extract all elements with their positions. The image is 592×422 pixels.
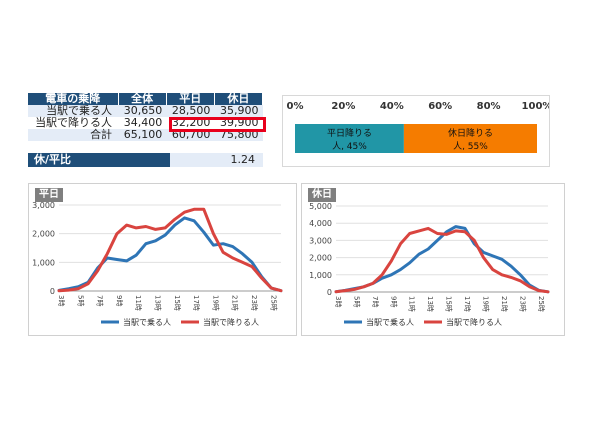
- x-tick-label: 9時: [115, 295, 123, 306]
- x-tick-label: 15時: [445, 296, 453, 312]
- x-tick-label: 3時: [334, 296, 342, 307]
- legend-label: 当駅で乗る人: [366, 317, 414, 327]
- x-tick-label: 40%: [380, 101, 404, 112]
- x-tick-label: 21時: [231, 295, 239, 311]
- row-label: 当駅で乗る人: [28, 105, 119, 117]
- x-tick-label: 13時: [154, 295, 162, 311]
- x-tick-label: 7時: [96, 295, 104, 306]
- table-header-cell: 電車の乗降: [28, 93, 119, 105]
- series-line: [334, 226, 550, 294]
- x-tick-label: 11時: [134, 295, 142, 311]
- series-line: [334, 225, 550, 294]
- bar-segment: [295, 124, 404, 153]
- x-tick-label: 19時: [211, 295, 219, 311]
- y-tick-label: 1,000: [32, 258, 55, 267]
- y-tick-label: 2,000: [32, 230, 55, 239]
- x-tick-label: 20%: [331, 101, 355, 112]
- x-tick-label: 25時: [269, 295, 277, 311]
- y-tick-label: 3,000: [32, 201, 55, 210]
- table-cell: 30,650: [118, 105, 167, 117]
- legend-label: 当駅で乗る人: [123, 317, 171, 327]
- x-tick-label: 5時: [76, 295, 84, 306]
- row-label: 合計: [28, 129, 119, 141]
- segment-label: 人, 45%: [332, 141, 367, 152]
- x-tick-label: 15時: [173, 295, 181, 311]
- weekday-line-chart: 0 1,000 2,000 3,000 3時 5時 7時 9時 11時 13時 15時 17時 19時 2…: [32, 201, 283, 327]
- table-cell: 28,500: [166, 105, 215, 117]
- x-tick-label: 19時: [481, 296, 489, 312]
- legend-label: 当駅で降りる人: [446, 317, 502, 327]
- x-tick-label: 0%: [287, 101, 304, 112]
- ratio-value: 1.24: [170, 153, 263, 167]
- weekday-chart-panel: 平日 0 1,000 2,000 3,000 3時 5時 7時 9時 11時 13時 15時 17時 1…: [28, 183, 297, 336]
- y-tick-label: 1,000: [309, 271, 332, 280]
- x-tick-label: 25時: [537, 296, 545, 312]
- bar-segment: [403, 124, 537, 153]
- x-tick-label: 11時: [408, 296, 416, 312]
- y-tick-label: 0: [50, 287, 55, 296]
- y-tick-label: 3,000: [309, 236, 332, 245]
- x-tick-label: 100%: [522, 101, 549, 112]
- x-tick-label: 5時: [352, 296, 360, 307]
- y-tick-label: 4,000: [309, 219, 332, 228]
- row-label: 当駅で降りる人: [35, 116, 113, 129]
- x-tick-label: 9時: [389, 296, 397, 307]
- table-header-row: 電車の乗降 全体 平日 休日: [28, 93, 264, 105]
- highlight-box: [169, 117, 266, 132]
- table-header-cell: 平日: [166, 93, 215, 105]
- x-tick-label: 17時: [192, 295, 200, 311]
- x-tick-label: 7時: [371, 296, 379, 307]
- segment-label: 人, 55%: [453, 141, 488, 152]
- legend-label: 当駅で降りる人: [203, 317, 259, 327]
- y-tick-label: 0: [327, 288, 332, 297]
- x-tick-label: 3時: [57, 295, 65, 306]
- x-tick-label: 17時: [463, 296, 471, 312]
- y-tick-label: 2,000: [309, 254, 332, 263]
- ratio-label: 休/平比: [28, 153, 170, 167]
- x-tick-label: 60%: [428, 101, 452, 112]
- holiday-chart-panel: 休日 0 1,000 2,000 3,000 4,000 5,000 3時 5時 7時 9時 11時…: [301, 183, 565, 336]
- table-row: 当駅で乗る人 30,650 28,500 35,900: [28, 105, 263, 117]
- segment-label: 休日降りる: [448, 127, 493, 139]
- x-tick-label: 23時: [518, 296, 526, 312]
- table-header-cell: 全体: [118, 93, 167, 105]
- weekday-chart-title: 平日: [35, 188, 63, 202]
- holiday-line-chart: 0 1,000 2,000 3,000 4,000 5,000 3時 5時 7時 9時 11時 13時…: [309, 202, 550, 327]
- table-header-cell: 休日: [214, 93, 264, 105]
- x-tick-label: 80%: [477, 101, 501, 112]
- x-tick-label: 13時: [426, 296, 434, 312]
- y-tick-label: 5,000: [309, 202, 332, 211]
- table-cell: 35,900: [214, 105, 263, 117]
- holiday-chart-title: 休日: [308, 188, 336, 202]
- series-line: [57, 207, 283, 293]
- x-tick-label: 23時: [250, 295, 258, 311]
- series-line: [57, 216, 283, 293]
- table-cell: 34,400: [123, 116, 163, 129]
- segment-label: 平日降りる: [327, 127, 372, 139]
- x-tick-label: 21時: [500, 296, 508, 312]
- table-cell: 65,100: [118, 129, 167, 141]
